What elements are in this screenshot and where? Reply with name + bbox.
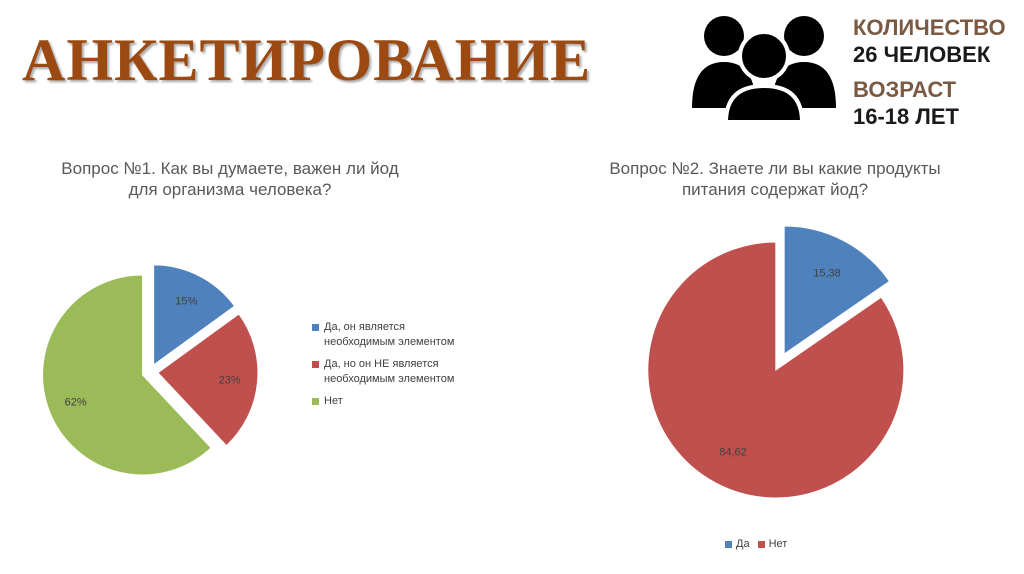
legend-item: Нет <box>312 394 454 409</box>
chart1-data-label-1: 15% <box>175 296 197 308</box>
chart2-legend: Да Нет <box>725 538 795 550</box>
chart1-slice-2 <box>157 313 259 447</box>
survey-info: КОЛИЧЕСТВО 26 ЧЕЛОВЕК ВОЗРАСТ 16-18 ЛЕТ <box>853 14 1006 130</box>
people-group-icon <box>692 16 836 122</box>
age-value: 16-18 ЛЕТ <box>853 104 959 129</box>
chart1-slice-1 <box>153 264 236 366</box>
chart1-title-line: для организма человека? <box>128 180 332 199</box>
chart1-slice-3 <box>42 274 212 476</box>
chart1-data-label-3: 62% <box>65 396 87 408</box>
chart1-legend: Да, он является необходимым элементом Да… <box>312 320 454 416</box>
legend-label: Нет <box>324 395 343 407</box>
chart1-data-label-2: 23% <box>219 375 241 387</box>
legend-swatch-red <box>312 361 319 368</box>
legend-swatch-red <box>757 540 765 548</box>
count-label: КОЛИЧЕСТВО <box>853 15 1006 40</box>
legend-item: Нет <box>757 538 788 550</box>
legend-label: Да, но он НЕ является необходимым элемен… <box>324 358 455 385</box>
count-value: 26 ЧЕЛОВЕК <box>853 42 991 67</box>
age-label: ВОЗРАСТ <box>853 77 957 102</box>
chart2-title-line: питания содержат йод? <box>681 180 869 199</box>
legend-item: Да <box>725 538 750 550</box>
legend-label: Нет <box>768 538 788 550</box>
chart1-title: Вопрос №1. Как вы думаете, важен ли йод … <box>20 158 440 200</box>
legend-label: Да, он является необходимым элементом <box>324 321 455 348</box>
legend-item: Да, но он НЕ является необходимым элемен… <box>312 357 454 387</box>
chart1-title-line: Вопрос №1. Как вы думаете, важен ли йод <box>61 159 399 178</box>
chart2-title-line: Вопрос №2. Знаете ли вы какие продукты <box>609 159 941 178</box>
legend-swatch-green <box>312 398 319 405</box>
chart2-data-label-1: 15,38 <box>813 267 841 279</box>
page-title: АНКЕТИРОВАНИЕ <box>22 27 592 93</box>
chart2-data-label-2: 84,62 <box>719 447 747 459</box>
legend-swatch-blue <box>312 324 319 331</box>
chart2-slice-2 <box>647 241 905 499</box>
legend-item: Да, он является необходимым элементом <box>312 320 454 350</box>
chart2-title: Вопрос №2. Знаете ли вы какие продукты п… <box>560 158 990 200</box>
legend-swatch-blue <box>725 540 732 548</box>
chart2-slice-1 <box>783 225 891 355</box>
legend-label: Да <box>736 538 750 550</box>
